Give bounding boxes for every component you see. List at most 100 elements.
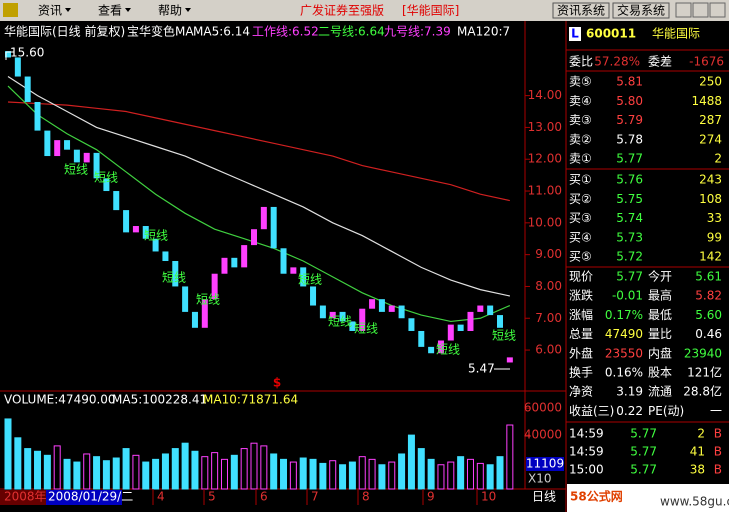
volume-bar — [240, 448, 248, 490]
volume-header: MA10:71871.64 — [203, 393, 298, 407]
volume-bar — [319, 462, 327, 490]
stat-row: 总量 — [569, 327, 593, 341]
close-button[interactable] — [709, 2, 726, 18]
menu-arrow — [125, 8, 131, 12]
menu-item[interactable]: 资讯 — [38, 4, 62, 18]
candle — [457, 324, 464, 331]
volume-bar — [161, 453, 169, 490]
stat-row: 5.60 — [695, 308, 722, 322]
stat-row: 5.77 — [616, 270, 643, 284]
candle — [477, 305, 484, 312]
y-tick-label: 11.00 — [528, 184, 562, 198]
chart-header: 九号线:7.39 — [384, 25, 451, 39]
annotation: 短线 — [162, 271, 186, 285]
period-label: 日线 — [532, 490, 556, 504]
annotation: 短线 — [144, 229, 168, 243]
month-label: 6 — [260, 490, 268, 504]
volume-bar — [466, 458, 474, 490]
month-label: 9 — [427, 490, 435, 504]
bid-level: 33 — [707, 211, 722, 225]
bid-level: 买② — [569, 192, 592, 206]
signal-marker: $ — [273, 376, 281, 390]
candle — [251, 229, 257, 246]
app-title: 广发证券至强版 — [300, 3, 384, 18]
candle — [418, 330, 425, 347]
maximize-button[interactable] — [692, 2, 709, 18]
annotation: 短线 — [354, 322, 378, 336]
candle — [497, 315, 503, 328]
candle — [447, 324, 454, 341]
stock-code: 600011 — [586, 27, 636, 41]
y-tick-label: 7.00 — [535, 311, 562, 325]
candle — [172, 261, 179, 287]
toolbar-button[interactable] — [612, 2, 670, 19]
volume-bar — [378, 464, 386, 490]
bid-level: 243 — [699, 173, 722, 187]
candle — [319, 305, 326, 319]
minimize-button[interactable] — [675, 2, 692, 18]
bid-level: 99 — [707, 230, 722, 244]
volume-bar — [142, 461, 150, 490]
stat-row: 内盘 — [648, 345, 672, 360]
candle — [14, 57, 21, 77]
toolbar-button-label[interactable]: 资讯系统 — [557, 4, 605, 18]
stat-row: -0.01 — [612, 289, 643, 303]
volume-bar — [398, 453, 406, 490]
candle — [123, 210, 130, 233]
stat-row: 0.46 — [695, 327, 722, 341]
menu-item[interactable]: 查看 — [98, 4, 122, 18]
y-tick-label: 8.00 — [535, 279, 562, 293]
candle — [290, 267, 297, 274]
stat-row: 股本 — [648, 366, 672, 380]
ma-line — [7, 85, 511, 323]
ask-level: 卖③ — [569, 113, 592, 127]
volume-bar — [388, 461, 396, 490]
menu-item[interactable]: 帮助 — [158, 4, 182, 18]
stat-row: 换手 — [569, 366, 593, 380]
volume-bar — [417, 448, 425, 490]
candle — [231, 257, 238, 268]
candle — [44, 130, 51, 157]
ask-level: 5.78 — [616, 132, 643, 146]
chart-header: 二号线:6.64 — [318, 25, 385, 39]
y-tick-label: 9.00 — [535, 247, 562, 261]
volume-bar — [152, 458, 160, 490]
candle — [378, 299, 385, 312]
y-tick-label: 14.00 — [528, 88, 562, 102]
volume-bar — [496, 456, 504, 490]
bid-level: 5.73 — [616, 230, 643, 244]
bid-level: 买④ — [569, 230, 592, 244]
ask-level: 1488 — [691, 94, 722, 108]
month-label: 8 — [362, 490, 370, 504]
volume-bar — [299, 457, 307, 490]
volume-bar — [270, 453, 278, 490]
stat-row: 今开 — [648, 269, 672, 284]
stock-name: 华能国际 — [652, 27, 700, 41]
candle — [211, 273, 218, 300]
candle — [24, 76, 31, 102]
y-tick-label: 40000 — [524, 428, 562, 442]
toolbar-button-label[interactable]: 交易系统 — [617, 3, 665, 18]
menu-arrow — [185, 8, 191, 12]
volume-bar — [93, 456, 101, 490]
bid-level: 5.74 — [616, 211, 643, 225]
candle — [349, 321, 356, 331]
bid-level: 108 — [699, 192, 722, 206]
y-tick-label: 6.00 — [535, 343, 562, 357]
candle — [54, 140, 61, 157]
footer-bg — [567, 484, 729, 512]
candle — [359, 308, 366, 331]
volume-bar — [407, 434, 415, 490]
trade-row: 41 — [690, 445, 705, 459]
menu-arrow — [65, 8, 71, 12]
annotation: 短线 — [328, 315, 352, 329]
candle — [437, 340, 444, 354]
bid-level: 142 — [699, 250, 722, 264]
toolbar-button[interactable] — [552, 2, 610, 19]
volume-bar — [171, 448, 179, 490]
watermark-url: www.58gu.com — [660, 495, 729, 509]
volume-current: 11109 — [526, 457, 564, 471]
stat-row: 0.22 — [616, 404, 643, 418]
stat-row: 净资 — [569, 385, 593, 399]
